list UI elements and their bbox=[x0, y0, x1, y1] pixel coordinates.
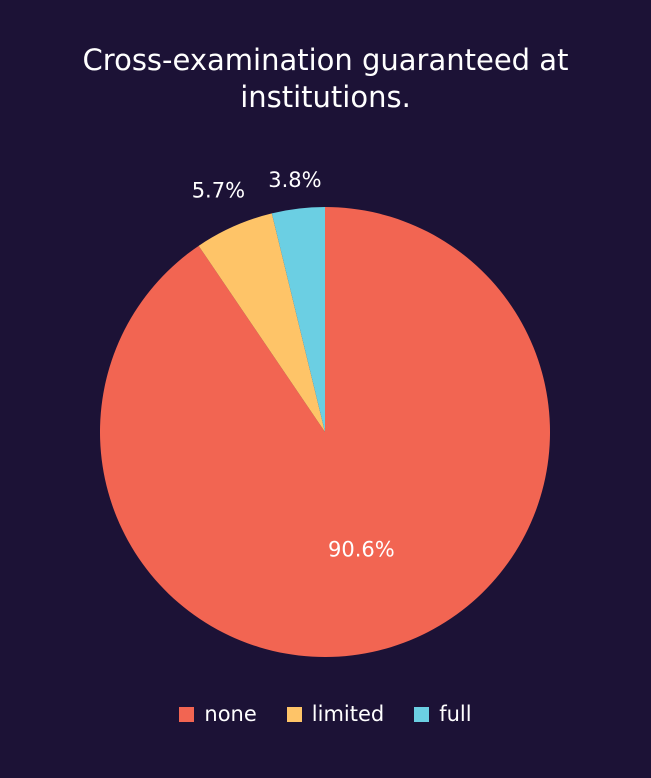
chart-title: Cross-examination guaranteed at institut… bbox=[82, 43, 569, 114]
legend-label-none: none bbox=[204, 702, 257, 726]
legend-swatch-full bbox=[414, 706, 430, 722]
legend-item-none[interactable]: none bbox=[179, 702, 257, 726]
slice-label-full: 3.8% bbox=[268, 168, 321, 192]
legend-label-full: full bbox=[439, 702, 472, 726]
slice-label-limited: 5.7% bbox=[192, 179, 245, 203]
pie-slice-limited[interactable] bbox=[198, 213, 325, 432]
pie-slice-full[interactable] bbox=[271, 207, 325, 432]
legend-item-limited[interactable]: limited bbox=[286, 702, 385, 726]
legend: none limited full bbox=[0, 702, 651, 726]
legend-label-limited: limited bbox=[311, 702, 385, 726]
pie-labels: 90.6% 5.7% 3.8% bbox=[192, 168, 395, 561]
legend-swatch-limited bbox=[286, 706, 302, 722]
pie-slices bbox=[99, 207, 550, 657]
legend-swatch-none bbox=[179, 706, 195, 722]
legend-item-full[interactable]: full bbox=[414, 702, 472, 726]
slice-label-none: 90.6% bbox=[328, 537, 395, 561]
